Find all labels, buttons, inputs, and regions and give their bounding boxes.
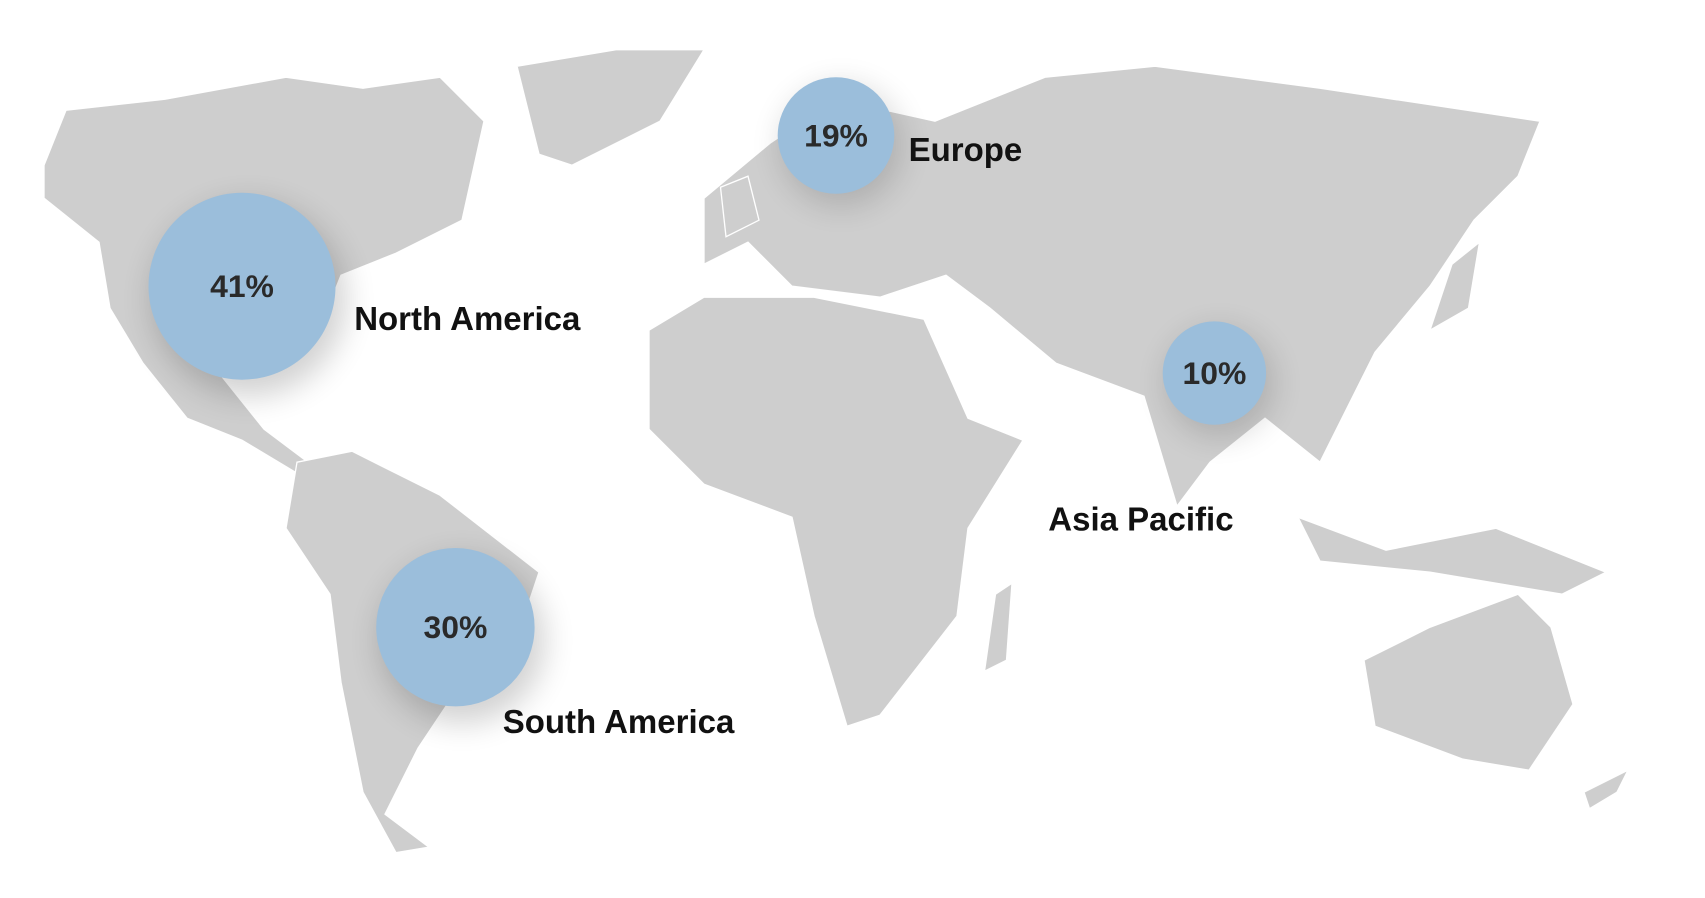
land-africa xyxy=(648,296,1024,728)
land-greenland xyxy=(516,49,706,166)
value-north-america: 41% xyxy=(210,268,274,304)
value-europe: 19% xyxy=(804,118,868,154)
land-eurasia xyxy=(703,65,1541,508)
bubble-north-america[interactable]: 41% xyxy=(148,192,346,397)
land-new-zealand xyxy=(1583,768,1630,810)
bubble-asia-pacific[interactable]: 10% xyxy=(1162,321,1274,437)
label-europe: Europe xyxy=(909,131,1023,168)
value-south-america: 30% xyxy=(423,609,487,645)
land-australia xyxy=(1363,593,1574,771)
land-japan xyxy=(1428,240,1481,332)
value-asia-pacific: 10% xyxy=(1182,355,1246,391)
bubble-south-america[interactable]: 30% xyxy=(376,548,545,723)
land-madagascar xyxy=(983,581,1013,673)
label-north-america: North America xyxy=(354,300,581,337)
bubble-europe[interactable]: 19% xyxy=(777,77,902,206)
land-indonesia xyxy=(1296,515,1608,595)
label-asia-pacific: Asia Pacific xyxy=(1048,500,1233,537)
land-uk xyxy=(719,175,760,238)
label-south-america: South America xyxy=(503,703,735,740)
